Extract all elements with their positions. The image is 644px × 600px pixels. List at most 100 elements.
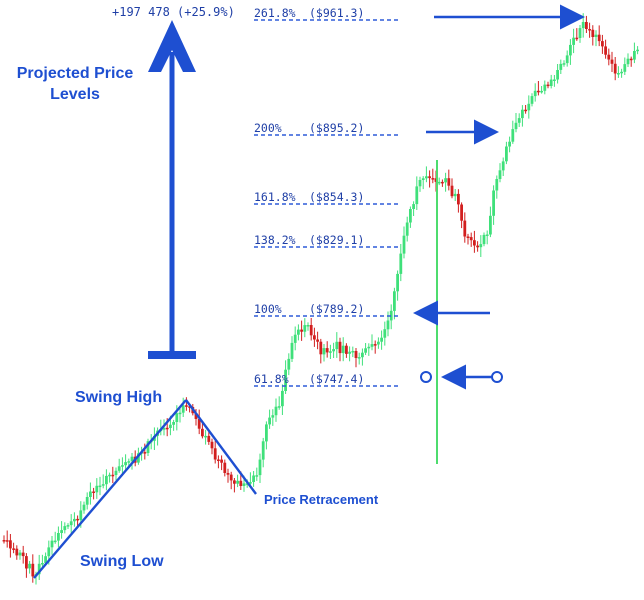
candle-body [53,540,57,543]
candle-body [127,461,131,463]
candle-body [204,435,207,438]
candle-body [450,185,454,197]
projection-change-label: +197 478 (+25.9%) [112,5,235,19]
candle-body [229,474,233,481]
candle-body [5,540,9,542]
candle-body [489,215,492,235]
candle-body [505,146,508,162]
projected-price-label-line1: Projected Price [17,65,134,82]
candle-body [383,329,387,338]
fib-level-pct: 261.8% [254,6,296,20]
candle-body [431,178,435,180]
candle-body [332,349,335,352]
candle-body [284,369,287,391]
candle-body [357,357,361,359]
candle-body [341,345,345,354]
candle-body [28,563,31,569]
candle-body [479,244,483,248]
drag-handle-right[interactable] [491,371,503,383]
candle-body [2,540,6,542]
candle-body [137,453,140,463]
candle-body [469,237,473,241]
candle-body [319,341,323,355]
candle-body [425,176,428,179]
candle-body [498,170,502,179]
candle-body [82,504,86,511]
candle-body [108,474,111,477]
candle-body [274,406,278,416]
candle-body [18,552,22,556]
candle-body [143,452,147,454]
candle-body [226,473,230,475]
candle-body [172,422,175,425]
candle-body [501,161,505,171]
projection-arrow-head [148,20,196,72]
candle-body [239,480,243,486]
fib-level-price: ($854.3) [309,190,364,204]
candle-body [511,129,515,142]
candle-body [329,351,332,353]
candle-body [95,485,99,493]
fib-level-pct: 100% [254,302,282,316]
candle-body [201,428,204,437]
candle-body [607,54,611,60]
price-retracement-label: Price Retracement [264,492,379,507]
candle-body [73,518,76,522]
fib-level-price: ($961.3) [309,6,364,20]
candle-body [396,273,399,292]
candle-body [9,540,12,549]
candle-body [303,325,307,332]
candle-body [361,352,364,358]
swing-high-label: Swing High [75,389,162,406]
candle-body [508,141,511,147]
candle-body [393,291,396,311]
candle-body [492,190,495,216]
candle-body [527,103,531,111]
candle-body [581,22,585,29]
candle-body [364,348,367,353]
candle-body [437,181,441,184]
candle-body [281,390,284,407]
candle-body [370,344,374,347]
candle-body [25,556,28,569]
candle-body [47,547,51,557]
candle-body [610,59,614,64]
candle-body [290,342,294,359]
candle-body [386,320,390,330]
candle-body [578,28,582,38]
swing-low-label: Swing Low [80,553,164,570]
candle-body [517,118,521,123]
candle-body [57,533,60,541]
candle-body [345,345,348,354]
candle-body [175,413,179,422]
candle-body [485,234,489,236]
candle-body [188,406,191,408]
candle-body [169,424,172,428]
candle-body [309,325,313,336]
candle-body [521,109,524,119]
candle-body [98,485,102,488]
candle-body [569,44,572,56]
candle-body [338,341,342,354]
candle-body [367,346,371,349]
candle-body [351,351,355,353]
fib-level-pct: 200% [254,121,282,135]
candle-body [418,180,422,187]
candle-body [591,29,595,37]
candle-body [252,475,255,482]
candle-body [197,419,201,429]
swing-high-to-retrace-line [185,399,257,495]
candle-body [66,525,70,527]
drag-handle-left[interactable] [420,371,432,383]
fib-level-price: ($895.2) [309,121,364,135]
projected-price-label-line2: Levels [50,86,100,103]
candle-body [533,90,537,97]
candle-body [421,178,425,180]
candle-body [476,245,479,248]
candle-body [633,51,636,60]
candle-body [12,548,15,550]
candle-body [444,178,447,183]
candle-body [268,417,271,425]
candle-body [146,441,150,453]
